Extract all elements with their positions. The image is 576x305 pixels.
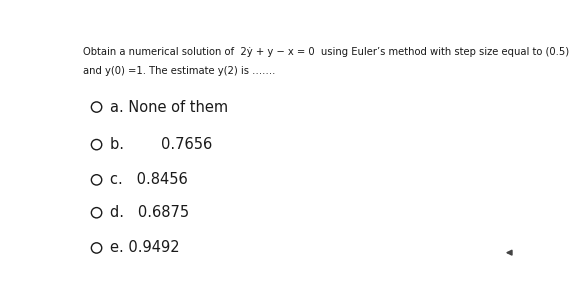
Text: b.        0.7656: b. 0.7656	[110, 137, 212, 152]
Text: a. None of them: a. None of them	[110, 99, 228, 115]
Text: and y(0) =1. The estimate y(2) is …….: and y(0) =1. The estimate y(2) is …….	[83, 66, 275, 76]
Text: e. 0.9492: e. 0.9492	[110, 240, 180, 256]
Text: d.   0.6875: d. 0.6875	[110, 205, 189, 220]
Text: c.   0.8456: c. 0.8456	[110, 172, 188, 187]
Text: Obtain a numerical solution of  2ẏ + y − x = 0  using Euler’s method with step s: Obtain a numerical solution of 2ẏ + y − …	[83, 47, 569, 57]
